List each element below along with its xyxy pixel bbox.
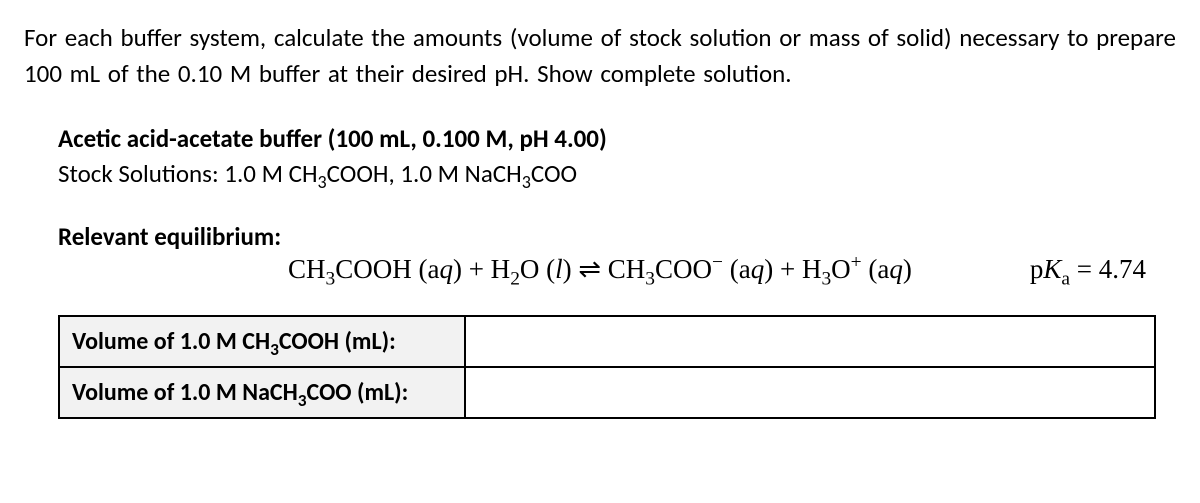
table-row: Volume of 1.0 M NaCH3COO (mL): — [59, 367, 1155, 418]
equilibrium-equation: CH3COOH (aq) + H2O (l) ⇌ CH3COO− (aq) + … — [288, 254, 990, 285]
buffer-section: Acetic acid-acetate buffer (100 mL, 0.10… — [58, 121, 1156, 419]
equilibrium-row: CH3COOH (aq) + H2O (l) ⇌ CH3COO− (aq) + … — [58, 254, 1156, 285]
table-row: Volume of 1.0 M CH3COOH (mL): — [59, 316, 1155, 367]
row-value-acid[interactable] — [465, 316, 1155, 367]
row-label-acetate: Volume of 1.0 M NaCH3COO (mL): — [59, 367, 465, 418]
pka-value: pKa = 4.74 — [1030, 254, 1146, 285]
row-label-acid: Volume of 1.0 M CH3COOH (mL): — [59, 316, 465, 367]
answer-table: Volume of 1.0 M CH3COOH (mL): Volume of … — [58, 315, 1156, 419]
stock-formulas: 1.0 M CH3COOH, 1.0 M NaCH3COO — [224, 158, 577, 189]
stock-prefix: Stock Solutions: — [58, 158, 224, 189]
problem-intro: For each buffer system, calculate the am… — [24, 20, 1176, 93]
row-value-acetate[interactable] — [465, 367, 1155, 418]
buffer-title: Acetic acid-acetate buffer (100 mL, 0.10… — [58, 121, 1156, 156]
equilibrium-label: Relevant equilibrium: — [58, 219, 1156, 254]
stock-solutions: Stock Solutions: 1.0 M CH3COOH, 1.0 M Na… — [58, 156, 1156, 191]
